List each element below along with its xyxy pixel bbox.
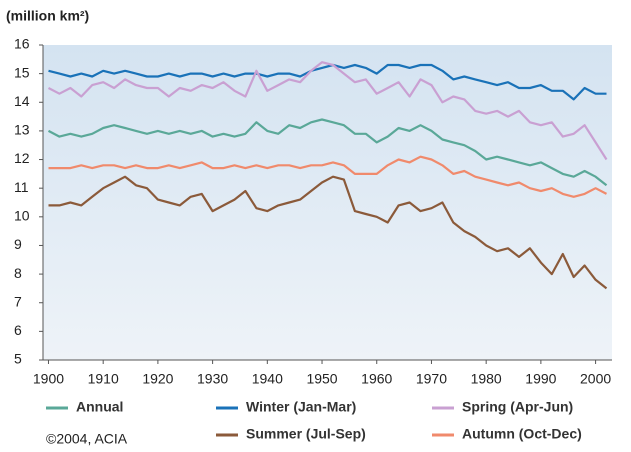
y-tick-label: 8 — [14, 265, 22, 281]
x-tick-label: 2000 — [580, 371, 611, 387]
x-tick-label: 1980 — [471, 371, 502, 387]
legend-label: Autumn (Oct-Dec) — [462, 426, 582, 442]
plot-area — [43, 45, 612, 360]
y-tick-label: 7 — [14, 293, 22, 309]
series-line — [48, 155, 608, 198]
x-tick-label: 1950 — [306, 371, 337, 387]
x-tick-label: 1990 — [525, 371, 556, 387]
source-note: ©2004, ACIA — [46, 431, 128, 447]
x-tick-label: 1920 — [142, 371, 173, 387]
series-line — [47, 61, 608, 161]
x-tick-label: 1960 — [361, 371, 392, 387]
series-line — [47, 118, 608, 187]
legend-label: Annual — [76, 399, 123, 415]
y-tick-label: 14 — [14, 93, 30, 109]
x-tick-label: 1900 — [33, 371, 64, 387]
y-tick-label: 13 — [14, 122, 30, 138]
y-tick-label: 5 — [14, 351, 22, 367]
y-axis-label: (million km²) — [6, 8, 89, 24]
y-tick-label: 15 — [14, 64, 30, 80]
y-tick-label: 11 — [14, 179, 29, 195]
series-line — [48, 63, 607, 101]
x-tick-label: 1940 — [252, 371, 283, 387]
x-tick-label: 1930 — [197, 371, 228, 387]
y-tick-label: 6 — [14, 322, 22, 338]
y-tick-label: 10 — [14, 208, 30, 224]
legend-label: Spring (Apr-Jun) — [462, 399, 573, 415]
x-tick-label: 1970 — [416, 371, 447, 387]
y-tick-label: 16 — [14, 36, 30, 52]
x-tick-label: 1910 — [88, 371, 119, 387]
y-tick-label: 9 — [14, 236, 22, 252]
series-line — [48, 175, 608, 290]
y-tick-label: 12 — [14, 150, 30, 166]
legend-label: Winter (Jan-Mar) — [246, 399, 356, 415]
legend-label: Summer (Jul-Sep) — [246, 426, 366, 442]
